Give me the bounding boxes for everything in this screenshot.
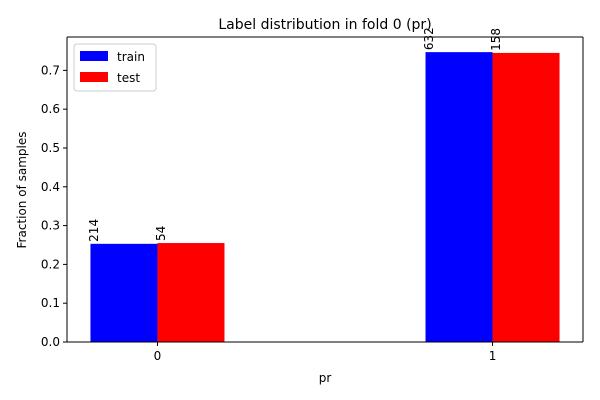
y-tick-label: 0.7 (41, 63, 60, 77)
bar-train-0 (90, 243, 158, 342)
y-tick-label: 0.1 (41, 296, 60, 310)
data-label-test-0: 54 (154, 226, 168, 241)
data-label-train-1: 632 (422, 27, 436, 50)
plot-area: 214 632 54 158 0.0 0.1 0.2 0.3 0.4 0.5 0.6 0.7 0 1 tra… (41, 27, 584, 363)
legend-label-train: train (117, 50, 145, 64)
y-tick-label: 0.5 (41, 141, 60, 155)
x-tick-label-1: 1 (489, 349, 497, 363)
legend-swatch-test (80, 72, 108, 82)
y-tick-label: 0.0 (41, 335, 60, 349)
x-axis-label: pr (319, 371, 332, 385)
y-tick-label: 0.6 (41, 102, 60, 116)
y-axis-label: Fraction of samples (15, 132, 29, 249)
chart-title: Label distribution in fold 0 (pr) (218, 17, 431, 33)
bar-train-1 (425, 52, 493, 343)
legend-swatch-train (80, 51, 108, 61)
y-tick-label: 0.2 (41, 257, 60, 271)
bar-test-1 (492, 52, 560, 342)
data-label-train-0: 214 (87, 219, 101, 242)
bar-test-0 (157, 243, 225, 342)
data-label-test-1: 158 (489, 28, 503, 51)
y-tick-label: 0.4 (41, 180, 60, 194)
y-tick-label: 0.3 (41, 219, 60, 233)
legend-label-test: test (117, 71, 140, 85)
x-tick-label-0: 0 (154, 349, 162, 363)
